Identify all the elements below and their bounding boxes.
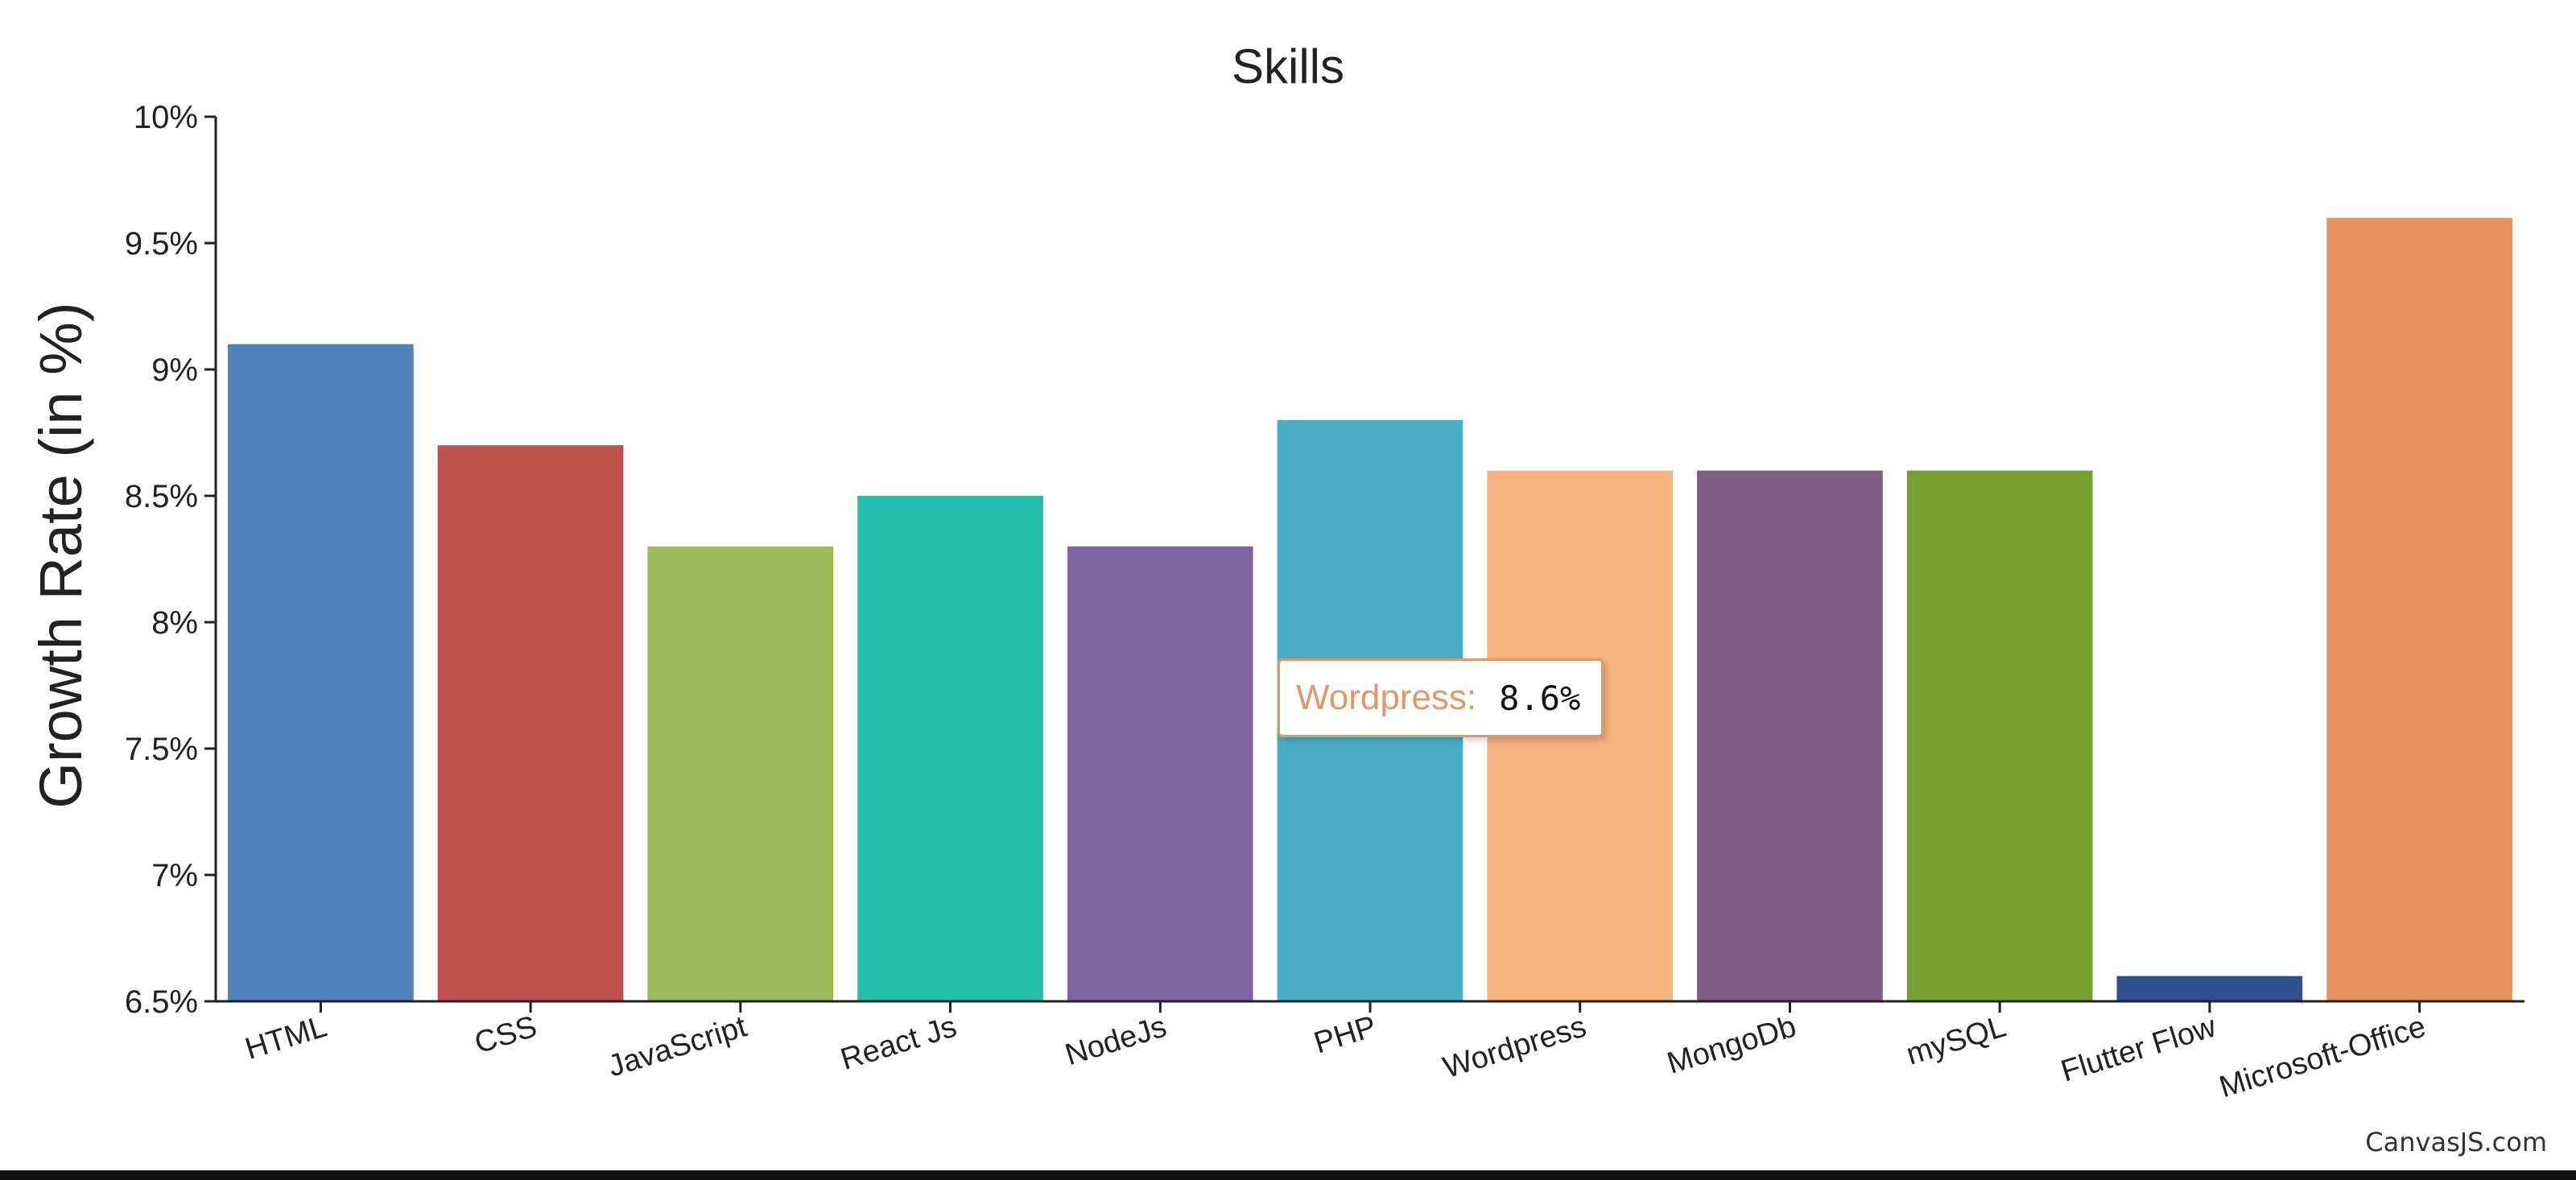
bar-flutter-flow[interactable] xyxy=(2116,976,2303,1001)
y-tick-label: 8.5% xyxy=(125,479,198,514)
bar-html[interactable] xyxy=(228,344,414,1002)
y-tick-label: 9.5% xyxy=(125,226,198,262)
y-tick-label: 9% xyxy=(151,353,198,388)
y-tick-label: 7% xyxy=(151,858,198,893)
bar-mysql[interactable] xyxy=(1906,470,2093,1001)
x-tick-label: Flutter Flow xyxy=(2057,1009,2220,1088)
bar-nodejs[interactable] xyxy=(1067,546,1253,1001)
x-axis-ticks: HTML CSS JavaScript React Js NodeJs PHP Wordpr… xyxy=(242,1001,2429,1104)
tooltip-separator: : xyxy=(1466,678,1477,717)
x-tick-label: HTML xyxy=(242,1009,331,1066)
x-tick-label: MongoDb xyxy=(1663,1009,1800,1080)
x-tick-label: CSS xyxy=(471,1009,541,1060)
y-axis-title: Growth Rate (in %) xyxy=(27,302,94,808)
x-tick-label: NodeJs xyxy=(1061,1009,1170,1072)
bar-javascript[interactable] xyxy=(647,546,834,1001)
x-tick-label: JavaScript xyxy=(604,1009,750,1083)
bar-microsoft-office[interactable] xyxy=(2326,217,2512,1002)
x-tick-label: React Js xyxy=(836,1009,960,1076)
bar-mongodb[interactable] xyxy=(1697,470,1883,1001)
x-tick-label: Wordpress xyxy=(1439,1009,1590,1085)
tooltip-label: Wordpress xyxy=(1296,678,1467,717)
y-axis-ticks: 6.5% 7% 7.5% 8% 8.5% 9% 9.5% 10% xyxy=(125,100,216,1020)
y-tick-label: 6.5% xyxy=(125,984,198,1020)
x-tick-label: Microsoft-Office xyxy=(2215,1009,2429,1104)
y-tick-label: 7.5% xyxy=(125,732,198,767)
x-tick-label: PHP xyxy=(1311,1009,1381,1060)
bottom-border xyxy=(0,1170,2576,1180)
tooltip-value: 8.6% xyxy=(1499,678,1581,718)
chart-title: Skills xyxy=(1232,39,1344,93)
x-tick-label: mySQL xyxy=(1902,1009,2009,1071)
bars-group xyxy=(228,217,2512,1002)
y-tick-label: 10% xyxy=(134,100,198,135)
bar-css[interactable] xyxy=(437,445,624,1001)
bar-react-js[interactable] xyxy=(857,496,1043,1001)
canvasjs-credit-link[interactable]: CanvasJS.com xyxy=(2365,1127,2547,1157)
tooltip: Wordpress : 8.6% xyxy=(1278,658,1604,737)
y-tick-label: 8% xyxy=(151,605,198,641)
